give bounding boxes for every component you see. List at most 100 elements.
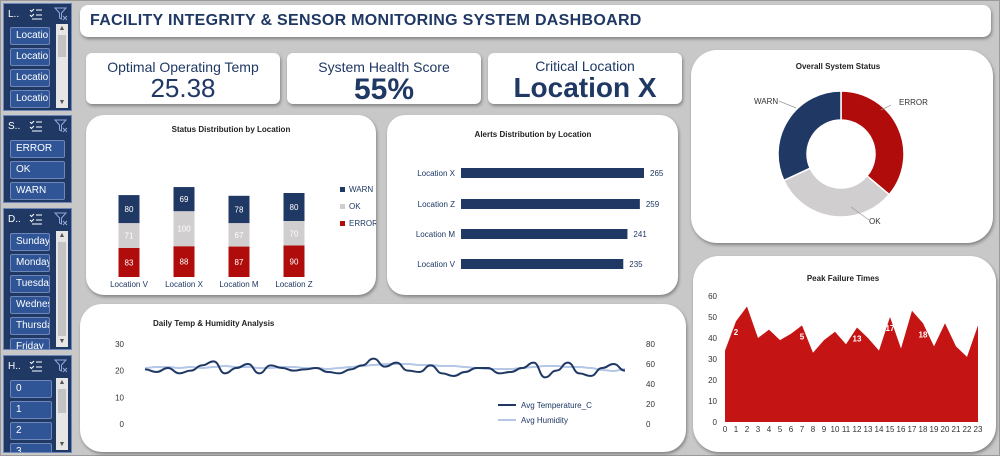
scroll-thumb[interactable]: [58, 389, 66, 413]
status-item-ok[interactable]: OK: [10, 161, 65, 179]
multi-select-icon[interactable]: [29, 212, 42, 225]
hour-item[interactable]: 2: [10, 422, 52, 440]
location-item[interactable]: Locatio...: [10, 48, 50, 66]
y-right-tick-label: 40: [646, 380, 655, 389]
scroll-thumb[interactable]: [58, 35, 66, 57]
stacked-bar-segment: [283, 221, 305, 246]
multi-select-icon[interactable]: [29, 7, 42, 20]
data-label: 90: [290, 257, 299, 266]
hour-item[interactable]: 1: [10, 401, 52, 419]
clear-filter-icon[interactable]: [54, 7, 68, 21]
temp-humidity-chart: Daily Temp & Humidity Analysis 30 20 10 0 80 6…: [115, 319, 655, 429]
data-label: 17: [886, 324, 895, 333]
chart-title: Overall System Status: [796, 62, 881, 71]
x-tick-label: 21: [952, 425, 961, 434]
scroll-up-icon[interactable]: ▲: [58, 379, 66, 386]
scroll-down-icon[interactable]: ▼: [58, 99, 66, 106]
bar: [461, 168, 644, 178]
bar: [461, 229, 628, 239]
hour-item[interactable]: 3: [10, 443, 52, 452]
clear-filter-icon[interactable]: [54, 212, 68, 226]
legend-label: Avg Humidity: [521, 416, 568, 425]
donut-slice: [840, 90, 905, 196]
scroll-thumb[interactable]: [58, 242, 66, 336]
scroll-up-icon[interactable]: ▲: [58, 232, 66, 239]
alerts-distribution-chart: Alerts Distribution by Location Location …: [416, 130, 664, 269]
slice-label: ERROR: [899, 98, 928, 107]
location-slicer-title: L...: [8, 8, 20, 20]
category-label: Location M: [416, 230, 455, 239]
stacked-bar-segment: [118, 247, 140, 277]
x-tick-label: 15: [886, 425, 895, 434]
location-item[interactable]: Locatio...: [10, 69, 50, 87]
scroll-down-icon[interactable]: ▼: [58, 338, 66, 345]
hour-scrollbar[interactable]: ▲ ▼: [56, 378, 68, 450]
scroll-up-icon[interactable]: ▲: [58, 25, 66, 32]
category-label: Location M: [219, 280, 258, 289]
stacked-bar-segment: [228, 195, 250, 224]
donut-slice: [782, 167, 891, 218]
status-slicer: S... ERROR OK WARN: [3, 115, 72, 203]
day-scrollbar[interactable]: ▲ ▼: [56, 231, 68, 347]
chart-title: Status Distribution by Location: [172, 125, 291, 134]
location-item[interactable]: Locatio...: [10, 90, 50, 108]
kpi-label: Optimal Operating Temp: [107, 59, 259, 75]
clear-filter-icon[interactable]: [54, 119, 68, 133]
legend-label: Avg Temperature_C: [521, 401, 592, 410]
day-item[interactable]: Monday: [10, 254, 50, 272]
scroll-down-icon[interactable]: ▼: [58, 441, 66, 448]
y-tick-label: 40: [708, 334, 717, 343]
x-tick-label: 16: [897, 425, 906, 434]
hour-slicer-header: H...: [4, 356, 71, 376]
data-label: 69: [180, 195, 189, 204]
category-label: Location X: [417, 169, 455, 178]
stacked-bar-segment: [283, 193, 305, 221]
hour-item[interactable]: 0: [10, 380, 52, 398]
bar: [461, 199, 640, 209]
humidity-line: [144, 363, 626, 373]
day-item[interactable]: Tuesday: [10, 275, 50, 293]
day-item[interactable]: Friday: [10, 338, 50, 349]
leader-line: [778, 100, 797, 109]
data-label: 2: [734, 328, 739, 337]
category-label: Location V: [417, 260, 455, 269]
data-label: 70: [290, 229, 299, 238]
data-label: 100: [177, 225, 191, 234]
status-item-warn[interactable]: WARN: [10, 182, 65, 200]
data-label: 67: [235, 231, 244, 240]
x-tick-label: 7: [800, 425, 805, 434]
location-item[interactable]: Locatio...: [10, 27, 50, 45]
x-tick-label: 11: [842, 425, 851, 434]
stacked-bar-segment: [228, 246, 250, 277]
legend-swatch: [340, 187, 345, 192]
data-label: 18: [919, 330, 928, 339]
multi-select-icon[interactable]: [29, 359, 42, 372]
day-item[interactable]: Sunday: [10, 233, 50, 251]
y-tick-label: 30: [708, 355, 717, 364]
multi-select-icon[interactable]: [29, 119, 42, 132]
day-item[interactable]: Wednesday: [10, 296, 50, 314]
area-series: [725, 306, 978, 422]
day-item[interactable]: Thursday: [10, 317, 50, 335]
data-label: 71: [125, 232, 134, 241]
stacked-bar-segment: [283, 245, 305, 277]
x-tick-label: 4: [767, 425, 772, 434]
location-scrollbar[interactable]: ▲ ▼: [56, 24, 68, 108]
clear-filter-icon[interactable]: [54, 359, 68, 373]
stacked-bar-segment: [118, 223, 140, 248]
status-item-error[interactable]: ERROR: [10, 140, 65, 158]
kpi-value: 25.38: [150, 73, 216, 103]
x-tick-label: 1: [734, 425, 739, 434]
status-slicer-title: S...: [8, 120, 20, 132]
y-left-tick-label: 10: [115, 393, 124, 402]
x-tick-label: 8: [811, 425, 816, 434]
x-tick-label: 10: [831, 425, 840, 434]
data-label: 78: [235, 205, 244, 214]
location-slicer-header: L...: [4, 4, 71, 24]
legend-label: WARN: [349, 185, 373, 194]
y-right-tick-label: 80: [646, 340, 655, 349]
x-tick-label: 5: [778, 425, 783, 434]
slice-label: OK: [869, 217, 881, 226]
chart-title: Peak Failure Times: [807, 274, 880, 283]
x-tick-label: 2: [745, 425, 750, 434]
